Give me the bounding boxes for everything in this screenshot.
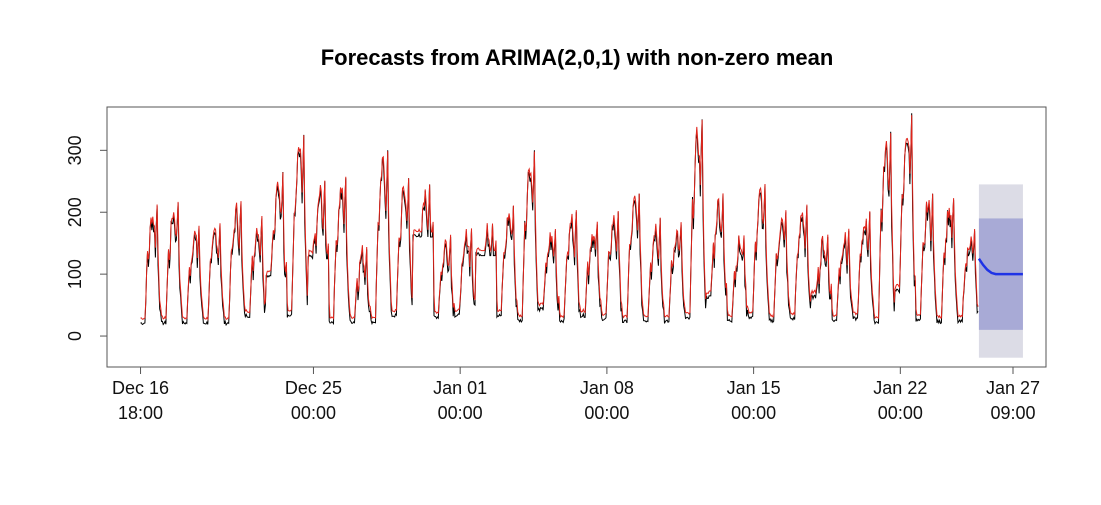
series-lines [140, 113, 1023, 327]
chart-title: Forecasts from ARIMA(2,0,1) with non-zer… [321, 45, 834, 70]
x-tick-label-date: Jan 27 [986, 378, 1040, 398]
prediction-intervals [978, 184, 1023, 358]
y-tick-label: 100 [65, 259, 85, 289]
fitted-series-line [140, 115, 979, 321]
x-tick-label-time: 00:00 [584, 403, 629, 423]
y-tick-label: 200 [65, 197, 85, 227]
forecast-mean-line [977, 257, 1023, 276]
x-tick-label-date: Jan 15 [727, 378, 781, 398]
x-tick-label-date: Jan 01 [433, 378, 487, 398]
x-tick-label-date: Dec 25 [285, 378, 342, 398]
x-tick-label-time: 00:00 [731, 403, 776, 423]
x-tick-label-date: Jan 08 [580, 378, 634, 398]
x-tick-label-time: 00:00 [878, 403, 923, 423]
x-tick-label-time: 00:00 [438, 403, 483, 423]
x-tick-label-time: 09:00 [990, 403, 1035, 423]
y-tick-label: 0 [65, 331, 85, 341]
x-tick-label-date: Dec 16 [112, 378, 169, 398]
y-axis: 0 100 200 300 [65, 135, 108, 341]
x-tick-label-date: Jan 22 [873, 378, 927, 398]
x-tick-label-time: 00:00 [291, 403, 336, 423]
x-tick-label-time: 18:00 [118, 403, 163, 423]
x-axis: Dec 16 18:00 Dec 25 00:00 Jan 01 00:00 Jan 08 0… [112, 366, 1040, 423]
y-tick-label: 300 [65, 135, 85, 165]
